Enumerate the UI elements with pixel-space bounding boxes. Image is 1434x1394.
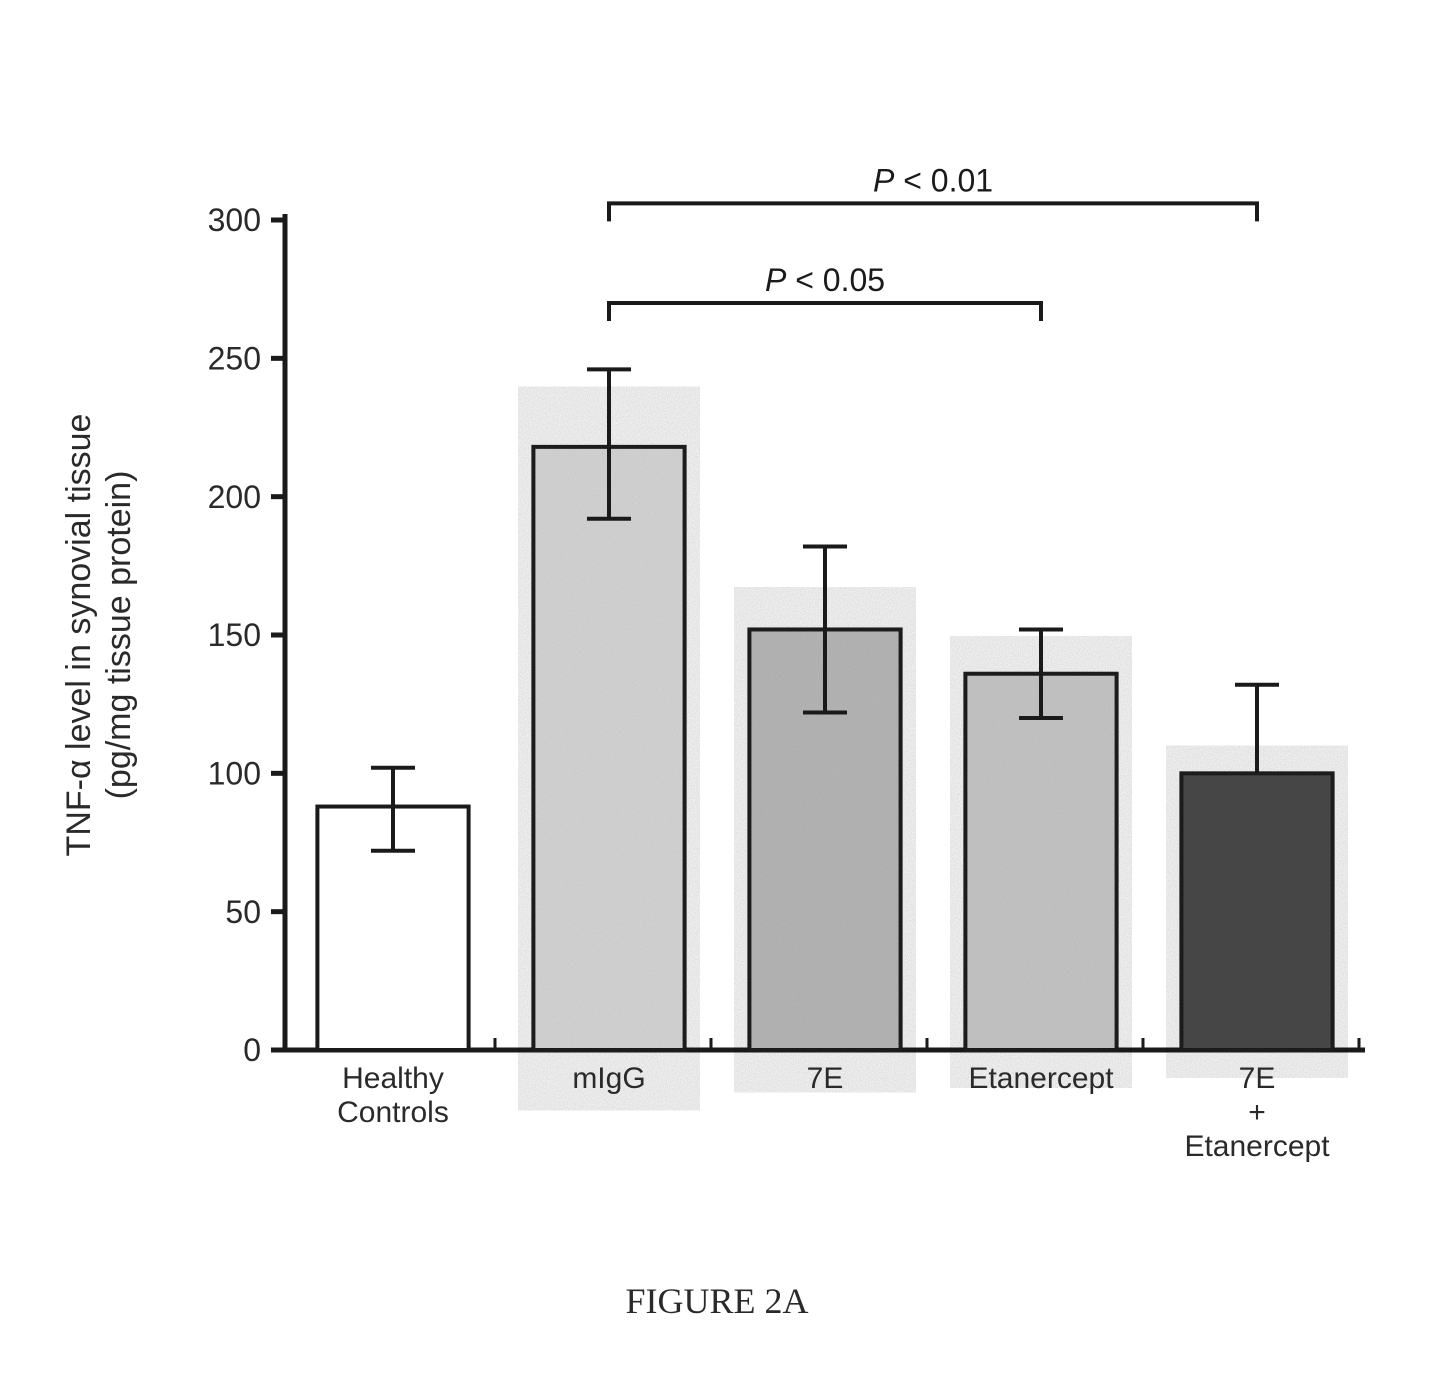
svg-text:(pg/mg tissue protein): (pg/mg tissue protein) [100,471,138,800]
svg-text:TNF-α level in synovial tissue: TNF-α level in synovial tissue [60,414,98,857]
svg-text:100: 100 [208,756,261,792]
figure-container: 0 50 100 150 200 250 300 TNF-α level in synovia… [60,60,1374,1334]
svg-text:7E: 7E [807,1062,844,1095]
svg-text:250: 250 [208,341,261,377]
svg-text:50: 50 [225,894,261,930]
svg-text:mIgG: mIgG [572,1062,645,1095]
svg-text:0: 0 [243,1032,261,1068]
bar-chart: 0 50 100 150 200 250 300 TNF-α level in synovia… [60,60,1374,1200]
svg-text:Controls: Controls [337,1096,449,1129]
figure-caption: FIGURE 2A [60,1280,1374,1322]
svg-text:Etanercept: Etanercept [1184,1130,1330,1163]
svg-text:7E: 7E [1239,1062,1276,1095]
svg-text:300: 300 [208,202,261,238]
svg-text:150: 150 [208,617,261,653]
figure-caption-text: FIGURE 2A [625,1281,808,1321]
svg-text:Etanercept: Etanercept [968,1062,1114,1095]
svg-text:200: 200 [208,479,261,515]
svg-text:Healthy: Healthy [342,1062,444,1095]
svg-text:+: + [1248,1096,1266,1129]
svg-text:P < 0.05: P < 0.05 [765,262,885,298]
svg-text:P < 0.01: P < 0.01 [873,162,993,198]
